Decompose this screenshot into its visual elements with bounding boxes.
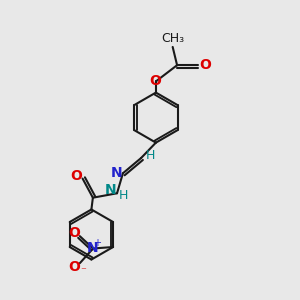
Text: ⁻: ⁻ (80, 266, 86, 277)
Text: H: H (119, 189, 128, 202)
Text: CH₃: CH₃ (161, 32, 184, 45)
Text: H: H (146, 149, 155, 162)
Text: +: + (93, 238, 101, 248)
Text: N: N (111, 166, 122, 180)
Text: O: O (69, 226, 80, 240)
Text: N: N (105, 183, 116, 197)
Text: O: O (199, 58, 211, 72)
Text: O: O (149, 74, 161, 88)
Text: O: O (70, 169, 82, 183)
Text: N: N (87, 241, 98, 255)
Text: O: O (69, 260, 80, 274)
